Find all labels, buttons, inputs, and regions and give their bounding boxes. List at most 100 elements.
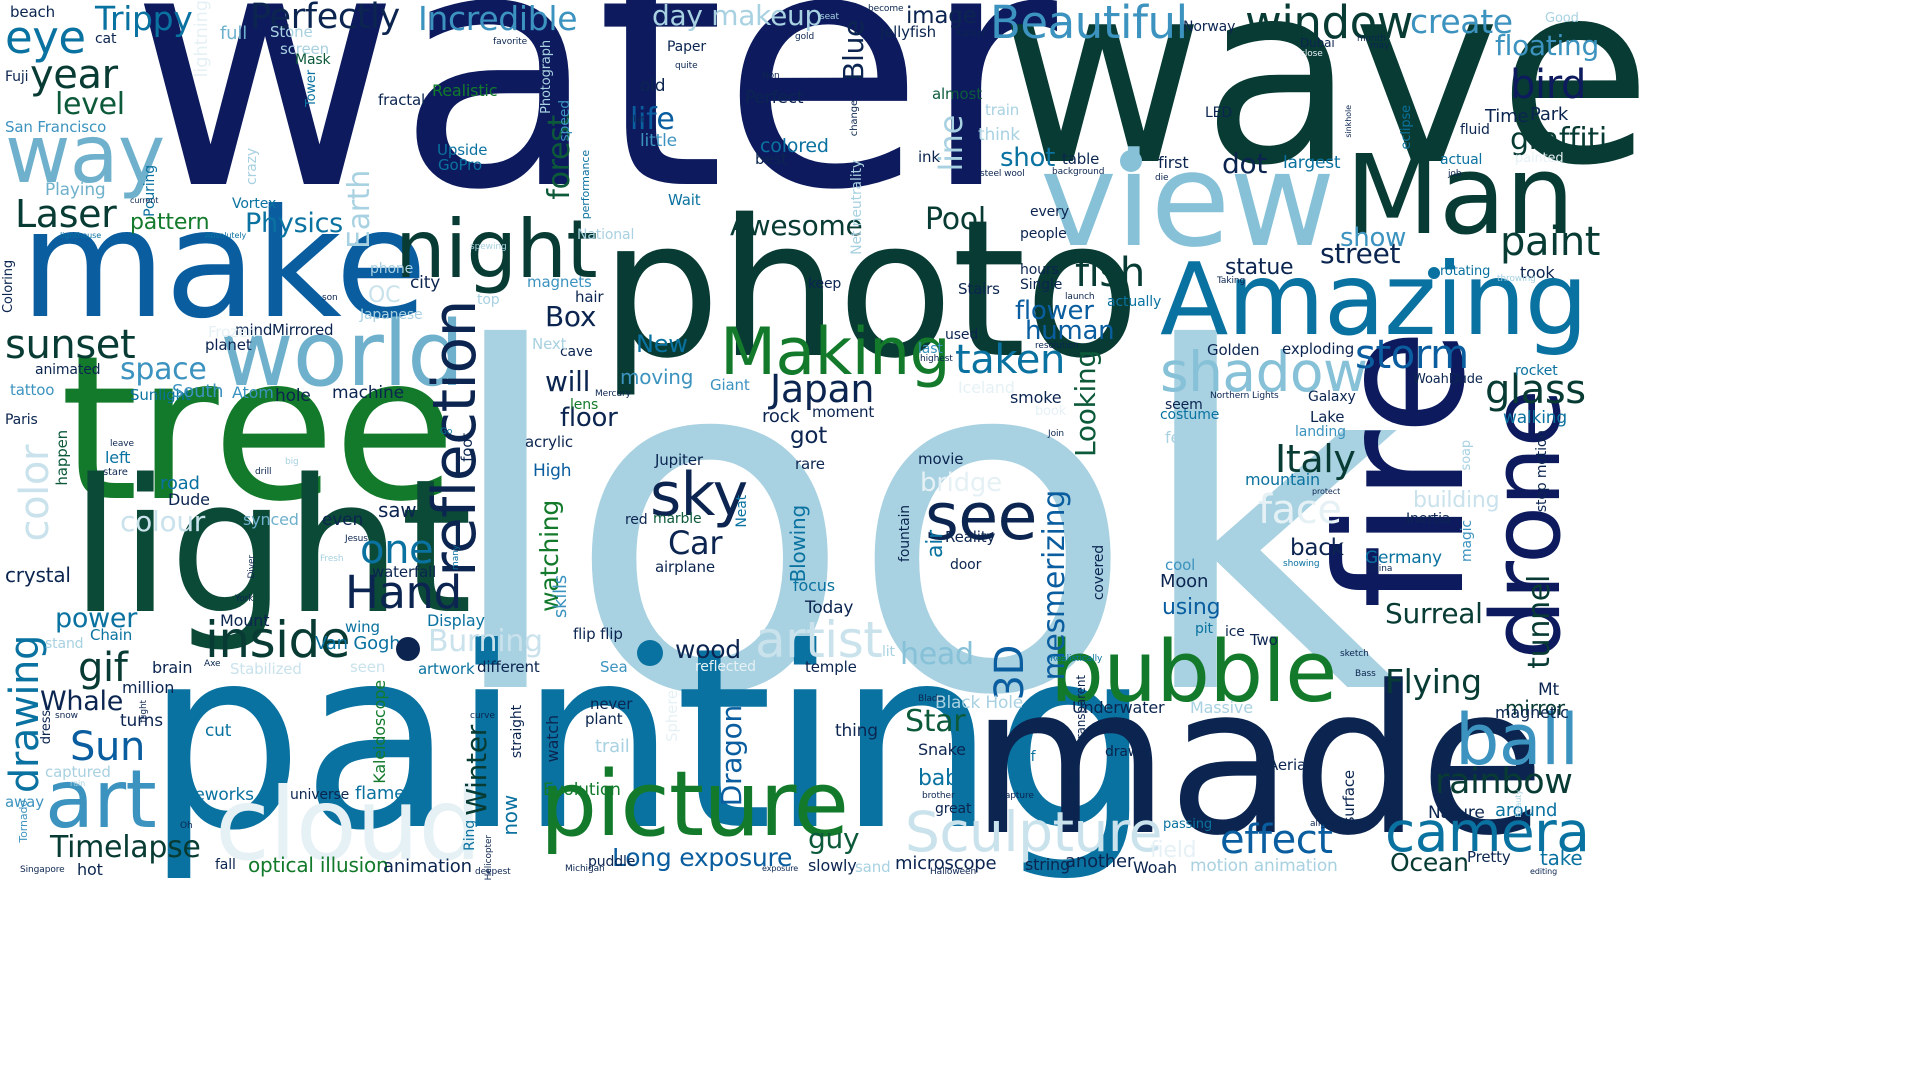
word: trail <box>595 736 630 757</box>
word: used <box>945 327 979 343</box>
word: performance <box>579 150 592 220</box>
word: become <box>868 4 904 14</box>
decorative-dot <box>637 640 663 666</box>
word: Italy <box>1275 437 1356 481</box>
word: Kaleidoscope <box>370 680 389 784</box>
word: Jupiter <box>655 451 703 469</box>
word: rain <box>70 779 86 788</box>
word: Neat <box>734 495 750 528</box>
word: exposure <box>762 864 799 873</box>
word: snow <box>55 711 78 721</box>
word: million <box>122 678 175 697</box>
word: red <box>625 512 648 528</box>
word: road <box>160 473 200 494</box>
word: plant <box>585 710 623 728</box>
word: lens <box>570 397 599 413</box>
word: Fireworks <box>175 785 254 805</box>
word: water <box>130 0 1057 262</box>
word: Frozen <box>208 323 257 341</box>
word: brother <box>922 791 955 801</box>
word: colour <box>120 505 206 538</box>
word: made <box>970 643 1545 881</box>
word: fluid <box>1460 122 1490 138</box>
word: stand <box>45 636 84 652</box>
word: mind <box>235 321 273 339</box>
word: Germany <box>1365 548 1442 568</box>
word: Photograph <box>539 40 554 114</box>
word: seat <box>820 12 839 22</box>
word: resolution <box>1035 341 1079 351</box>
word: level <box>55 87 125 122</box>
word: face <box>1258 487 1342 533</box>
word: Paper <box>667 39 706 55</box>
word: big <box>285 457 299 467</box>
word: universe <box>290 787 350 803</box>
word: Flying <box>1385 662 1482 701</box>
word: door <box>950 557 982 573</box>
word: Making <box>720 315 951 390</box>
word: marble <box>653 511 702 527</box>
word: bridge <box>920 468 1002 498</box>
word: view <box>1040 124 1335 276</box>
word: tunnel <box>1522 575 1557 669</box>
word: Mount <box>220 611 270 630</box>
word: take <box>1540 846 1583 870</box>
word: left <box>105 448 131 467</box>
word: sunset <box>5 322 136 368</box>
word: Earth <box>342 170 377 249</box>
word: many <box>451 545 461 570</box>
word: machine <box>332 383 404 403</box>
word: first <box>1158 153 1189 172</box>
word: editing <box>1530 867 1558 876</box>
word: Golden <box>1207 341 1260 359</box>
word: rare <box>795 455 825 473</box>
word: fractal <box>378 91 426 109</box>
word: Pretty <box>1467 848 1511 866</box>
word: may <box>1370 41 1390 51</box>
word: Giant <box>710 376 750 394</box>
word: Inertia <box>1406 511 1451 527</box>
word: Ocean <box>1390 848 1469 877</box>
word: aligned <box>1310 819 1343 829</box>
word: see <box>925 480 1038 555</box>
word: stop motion <box>1534 430 1550 513</box>
word: Beauty <box>1514 790 1523 818</box>
word: head <box>900 637 974 672</box>
word: rock <box>762 406 800 427</box>
word: Incredible <box>418 0 578 38</box>
word: Star <box>905 704 966 739</box>
word: tree <box>60 313 456 546</box>
word: back <box>1290 535 1344 561</box>
word: statue <box>1225 255 1294 280</box>
word: moment <box>812 403 875 421</box>
word: job <box>1448 169 1462 179</box>
word: Perfectly <box>250 0 400 37</box>
word: artwork <box>418 660 475 678</box>
word: Norway <box>1183 19 1236 35</box>
word: showing <box>1283 559 1320 569</box>
word: wing <box>345 618 380 636</box>
word: Sphere <box>663 690 681 742</box>
word: actual <box>1440 152 1483 168</box>
word: field <box>1150 838 1197 863</box>
word: Underwater <box>1072 698 1165 717</box>
word: exploding <box>1282 340 1355 358</box>
word: glass <box>1485 367 1586 413</box>
word: Mask <box>295 52 331 68</box>
word: microscope <box>895 853 997 874</box>
word: shot <box>1000 143 1056 173</box>
word: Vortex <box>232 196 277 212</box>
decorative-dot <box>1428 267 1440 279</box>
word: magnets <box>527 273 592 291</box>
word: Looking <box>1069 350 1102 457</box>
word: temple <box>805 658 857 676</box>
word: ink <box>918 148 940 166</box>
word: sky <box>650 460 748 530</box>
word: Galaxy <box>1308 389 1356 405</box>
word: surface <box>1340 770 1358 825</box>
word: took <box>1520 263 1555 282</box>
word: Beautiful <box>990 0 1188 49</box>
word: rainbow <box>1435 762 1573 802</box>
word: soap <box>1459 440 1474 471</box>
